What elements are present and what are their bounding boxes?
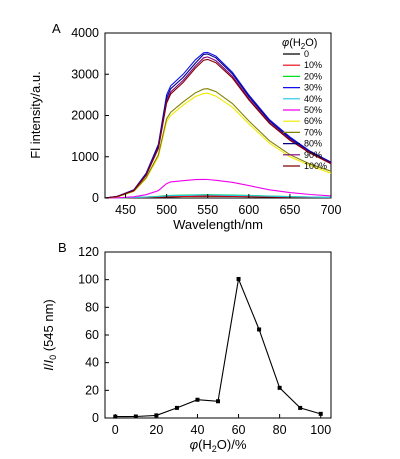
panel-b-x-tick-label: 40: [191, 423, 205, 437]
panel-b-data-point: [318, 411, 323, 416]
legend-label: 0: [304, 49, 309, 59]
legend-title: φ(H2O): [282, 37, 317, 51]
panel-b-x-axis-label: φ(H2O)/%: [190, 437, 247, 454]
legend-label: 70%: [304, 127, 322, 137]
panel-b-y-tick-label: 80: [85, 300, 99, 314]
panel-b-series-group: [113, 276, 323, 419]
legend-items: 010%20% 30%40%50%60%70% 80%90%100%: [283, 49, 327, 171]
panel-a-y-tick-label: 1000: [71, 150, 99, 164]
legend-label: 90%: [304, 150, 322, 160]
panel-a-x-axis: 450 500 550 600 650 700: [115, 194, 341, 217]
panel-b-data-point: [174, 405, 179, 410]
panel-b-x-tick-label: 60: [232, 423, 246, 437]
panel-a-y-axis-label: Fl intensity/a.u.: [28, 71, 43, 158]
panel-b-y-tick-label: 60: [85, 328, 99, 342]
legend-label: 10%: [304, 60, 322, 70]
panel-b-x-axis: 0 20 40 60 80 100: [112, 414, 331, 437]
panel-a-x-tick-label: 450: [115, 203, 136, 217]
series-line-90pct: [104, 56, 332, 199]
panel-b-y-axis: 0 20 40 60 80 100 120: [78, 245, 109, 425]
panel-a-y-tick-label: 0: [92, 191, 99, 205]
panel-b-y-axis-label: I/I0 (545 nm): [41, 299, 58, 371]
series-line-50pct: [104, 178, 332, 199]
panel-a-y-tick-label: 2000: [71, 109, 99, 123]
panel-b-y-tick-label: 120: [78, 245, 99, 259]
panel-a-x-tick-label: 550: [197, 203, 218, 217]
panel-a-y-tick-label: 4000: [71, 26, 99, 40]
panel-b-x-tick-label: 80: [273, 423, 287, 437]
series-line-30pct: [104, 51, 332, 199]
panel-a-x-tick-label: 500: [156, 203, 177, 217]
panel-a-y-axis: 0 1000 2000 3000 4000: [71, 26, 109, 205]
panel-a-x-tick-label: 700: [321, 203, 342, 217]
legend-label: 30%: [304, 83, 322, 93]
panel-a-x-tick-label: 650: [279, 203, 300, 217]
panel-b-label: B: [58, 240, 67, 255]
legend-label: 60%: [304, 116, 322, 126]
panel-b-data-point: [277, 385, 282, 390]
panel-b-plot-frame: [104, 251, 332, 419]
legend-label: 40%: [304, 94, 322, 104]
panel-a-legend: φ(H2O) 010%20% 30%40%50%60%70% 80%90%100%: [282, 37, 327, 171]
panel-b-x-tick-label: 20: [149, 423, 163, 437]
panel-a-y-tick-label: 3000: [71, 67, 99, 81]
panel-b-x-tick-label: 0: [112, 423, 119, 437]
panel-a-label: A: [52, 21, 61, 36]
panel-b-y-tick-label: 0: [92, 411, 99, 425]
panel-a-x-tick-label: 600: [238, 203, 259, 217]
series-line-80pct: [104, 53, 332, 199]
legend-label: 100%: [304, 161, 327, 171]
legend-label: 80%: [304, 139, 322, 149]
panel-b-data-point: [216, 399, 220, 404]
series-line-100pct: [104, 58, 332, 199]
panel-b-y-tick-label: 40: [85, 356, 99, 370]
panel-a-x-axis-label: Wavelength/nm: [173, 217, 263, 232]
panel-b-series-line: [115, 276, 321, 418]
legend-label: 20%: [304, 71, 322, 81]
series-line-70pct: [104, 88, 332, 199]
series-line-40pct: [104, 194, 332, 199]
panel-a-series-group: [104, 51, 332, 199]
panel-b-data-point: [195, 397, 200, 402]
panel-b-data-point: [298, 405, 303, 410]
panel-b-y-tick-label: 100: [78, 273, 99, 287]
panel-b-data-point: [133, 414, 138, 419]
panel-b-data-point: [236, 276, 241, 281]
panel-b-y-tick-label: 20: [85, 383, 99, 397]
panel-b-x-tick-label: 100: [310, 423, 331, 437]
panel-b-data-point: [257, 327, 262, 332]
panel-a: A 450 500 550 600 650 700 0 1000 2000 3000 4000 W…: [28, 21, 341, 232]
legend-label: 50%: [304, 105, 322, 115]
